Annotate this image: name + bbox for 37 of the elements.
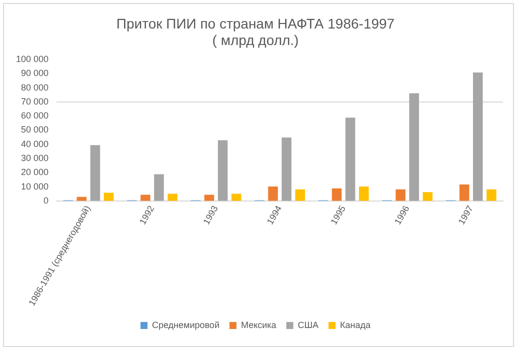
y-tick-label: 30 000 — [21, 153, 49, 164]
bar — [90, 145, 100, 201]
bar — [396, 189, 406, 201]
y-tick-label: 70 000 — [21, 96, 49, 106]
bar — [218, 140, 228, 201]
legend-label: США — [298, 320, 319, 330]
bar — [359, 186, 369, 201]
bar — [268, 186, 278, 201]
bar — [332, 188, 342, 201]
text: ( млрд долл.) — [212, 32, 299, 48]
bar — [345, 118, 356, 201]
bar — [459, 184, 470, 201]
y-tick-label: 10 000 — [21, 181, 49, 192]
bar — [104, 192, 114, 201]
y-tick-label: 50 000 — [21, 124, 49, 135]
bar — [295, 189, 305, 201]
bar — [168, 194, 178, 201]
y-tick-label: 40 000 — [21, 138, 49, 149]
y-tick-label: 20 000 — [21, 167, 49, 178]
legend-label: Канада — [340, 320, 371, 330]
legend-label: Мексика — [240, 320, 276, 330]
bar — [422, 192, 433, 201]
bar — [409, 93, 419, 201]
text: Приток ПИИ по странам НАФТА 1986-1997 — [116, 15, 395, 32]
bar — [486, 189, 496, 201]
bar — [154, 174, 164, 201]
y-tick-label: 100 000 — [16, 54, 49, 64]
y-tick-label: 0 — [44, 195, 49, 206]
bar — [231, 194, 242, 201]
bar — [473, 72, 483, 201]
y-tick-label: 90 000 — [21, 68, 49, 78]
legend-label: Среднемировой — [152, 320, 220, 330]
bar — [204, 194, 214, 201]
bar — [140, 194, 150, 201]
y-tick-label: 80 000 — [21, 82, 49, 92]
y-tick-label: 60 000 — [21, 110, 49, 121]
bar — [282, 137, 292, 201]
